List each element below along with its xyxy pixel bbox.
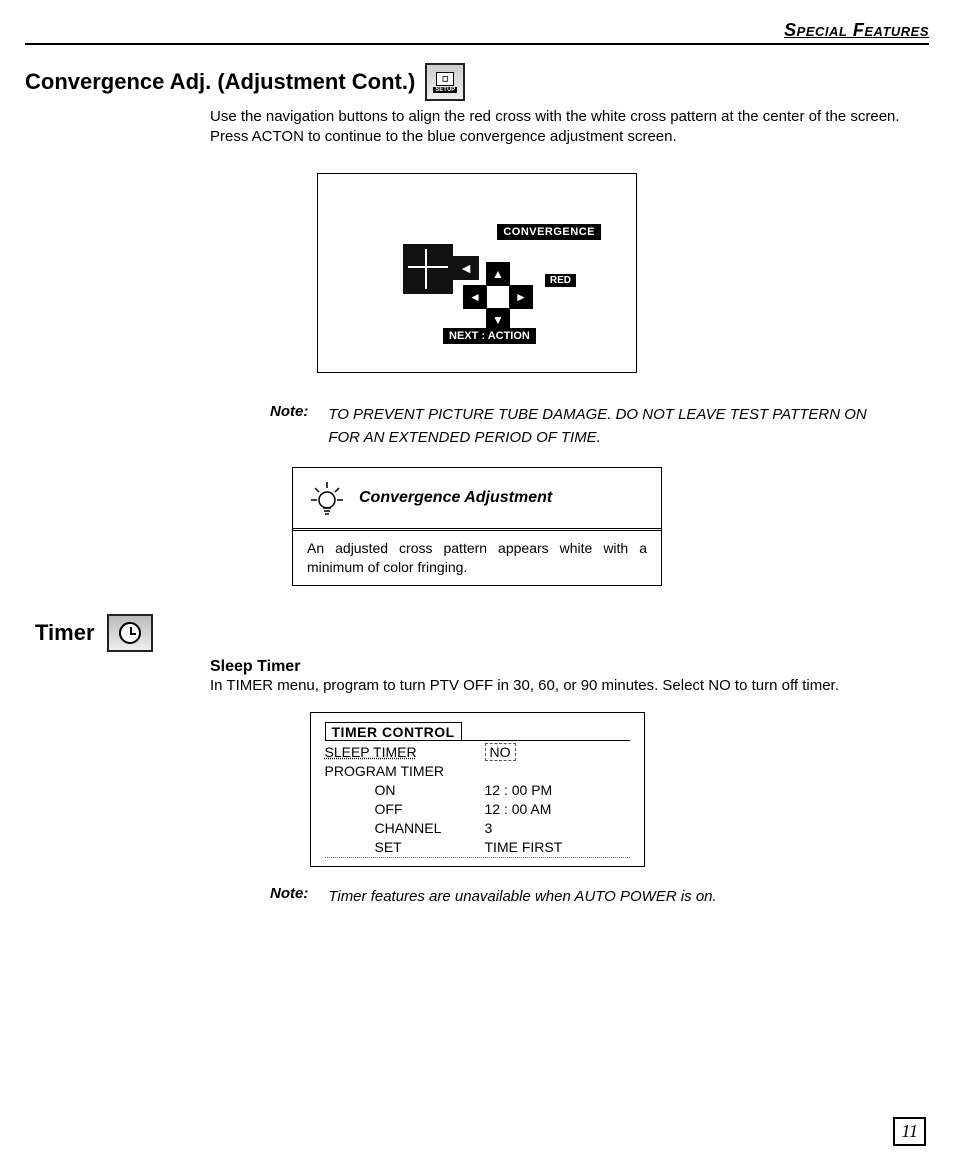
note-text: TO PREVENT PICTURE TUBE DAMAGE. DO NOT L… [328, 403, 899, 450]
row-value: 3 [485, 820, 630, 836]
table-row: ON12 : 00 PM [325, 779, 630, 798]
tip-title: Convergence Adjustment [359, 489, 552, 507]
dpad-left-icon: ◄ [463, 285, 487, 309]
table-row: SETTIME FIRST [325, 836, 630, 858]
timer-control-table: TIMER CONTROL SLEEP TIMERNOPROGRAM TIMER… [310, 712, 645, 867]
timer-heading: Timer [35, 614, 929, 652]
row-value: 12 : 00 AM [485, 801, 630, 817]
row-value: 12 : 00 PM [485, 782, 630, 798]
convergence-paragraph: Use the navigation buttons to align the … [210, 107, 914, 148]
row-value [485, 763, 630, 779]
row-label: OFF [325, 801, 485, 817]
fig-next-action-label: NEXT : ACTION [443, 328, 536, 344]
convergence-heading: Convergence Adj. (Adjustment Cont.) ◻ SE… [25, 63, 929, 101]
timer-note: Note: Timer features are unavailable whe… [270, 885, 899, 908]
lightbulb-icon [307, 478, 347, 518]
table-row: OFF12 : 00 AM [325, 798, 630, 817]
note-label: Note: [270, 885, 308, 908]
timer-paragraph: In TIMER menu, program to turn PTV OFF i… [210, 676, 914, 696]
timer-icon [107, 614, 153, 652]
tip-box: Convergence Adjustment An adjusted cross… [292, 467, 662, 586]
convergence-note: Note: TO PREVENT PICTURE TUBE DAMAGE. DO… [270, 403, 899, 450]
table-row: SLEEP TIMERNO [325, 741, 630, 760]
note-text: Timer features are unavailable when AUTO… [328, 885, 716, 908]
table-row: PROGRAM TIMER [325, 760, 630, 779]
timer-title-text: Timer [35, 620, 95, 646]
dpad-right-icon: ► [509, 285, 533, 309]
page-number: 11 [893, 1117, 926, 1146]
timer-table-header: TIMER CONTROL [325, 722, 462, 740]
cross-pattern-icon [403, 244, 453, 294]
row-value: NO [485, 744, 630, 760]
fig-red-label: RED [545, 274, 576, 287]
setup-icon: ◻ SETUP [425, 63, 465, 101]
convergence-figure: CONVERGENCE ◄ RED ▲ ▼ ◄ ► NEXT : ACTION [317, 173, 637, 373]
row-value: TIME FIRST [485, 839, 630, 855]
row-label: PROGRAM TIMER [325, 763, 485, 779]
note-label: Note: [270, 403, 308, 450]
tip-body: An adjusted cross pattern appears white … [293, 531, 661, 585]
row-label: SLEEP TIMER [325, 744, 485, 760]
convergence-title-text: Convergence Adj. (Adjustment Cont.) [25, 69, 415, 95]
sleep-timer-subheading: Sleep Timer [210, 658, 929, 676]
row-label: CHANNEL [325, 820, 485, 836]
dpad-up-icon: ▲ [486, 262, 510, 286]
section-header: Special Features [25, 20, 929, 45]
dpad-icon: ▲ ▼ ◄ ► [463, 262, 533, 332]
row-label: SET [325, 839, 485, 855]
row-label: ON [325, 782, 485, 798]
table-row: CHANNEL3 [325, 817, 630, 836]
fig-convergence-label: CONVERGENCE [497, 224, 601, 240]
